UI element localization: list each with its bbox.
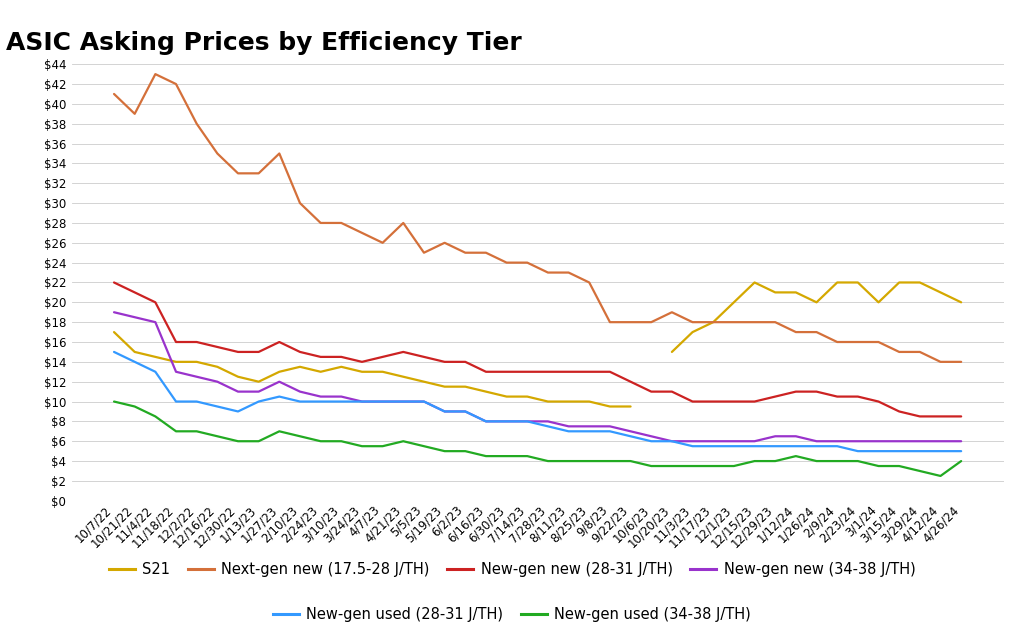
Legend: New-gen used (28-31 J/TH), New-gen used (34-38 J/TH): New-gen used (28-31 J/TH), New-gen used … [272,607,752,622]
Text: ASIC Asking Prices by Efficiency Tier: ASIC Asking Prices by Efficiency Tier [6,31,522,55]
Legend: S21, Next-gen new (17.5-28 J/TH), New-gen new (28-31 J/TH), New-gen new (34-38 J: S21, Next-gen new (17.5-28 J/TH), New-ge… [109,562,915,577]
